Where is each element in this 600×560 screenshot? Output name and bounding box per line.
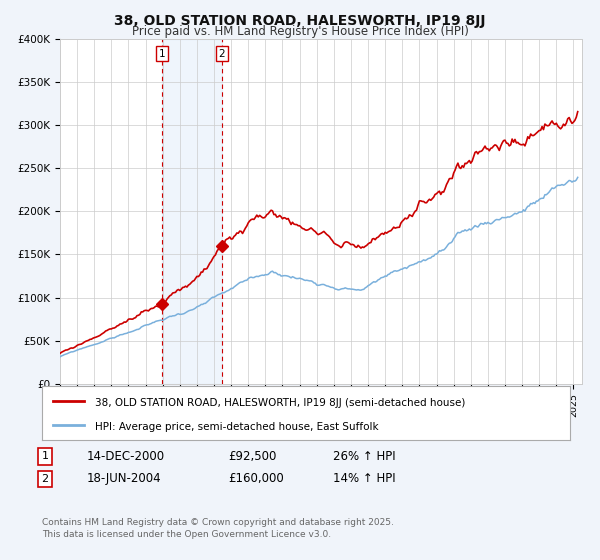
Text: 38, OLD STATION ROAD, HALESWORTH, IP19 8JJ: 38, OLD STATION ROAD, HALESWORTH, IP19 8…: [114, 14, 486, 28]
Text: Price paid vs. HM Land Registry's House Price Index (HPI): Price paid vs. HM Land Registry's House …: [131, 25, 469, 38]
Text: 26% ↑ HPI: 26% ↑ HPI: [333, 450, 395, 463]
Text: £160,000: £160,000: [228, 472, 284, 486]
Text: 2: 2: [218, 49, 225, 59]
Text: 1: 1: [158, 49, 166, 59]
Text: 14% ↑ HPI: 14% ↑ HPI: [333, 472, 395, 486]
Text: 18-JUN-2004: 18-JUN-2004: [87, 472, 161, 486]
Text: HPI: Average price, semi-detached house, East Suffolk: HPI: Average price, semi-detached house,…: [95, 422, 379, 432]
Text: 38, OLD STATION ROAD, HALESWORTH, IP19 8JJ (semi-detached house): 38, OLD STATION ROAD, HALESWORTH, IP19 8…: [95, 398, 465, 408]
Text: £92,500: £92,500: [228, 450, 277, 463]
Text: 1: 1: [41, 451, 49, 461]
Text: 2: 2: [41, 474, 49, 484]
Bar: [162, 39, 222, 384]
Text: Contains HM Land Registry data © Crown copyright and database right 2025.
This d: Contains HM Land Registry data © Crown c…: [42, 518, 394, 539]
Text: 14-DEC-2000: 14-DEC-2000: [87, 450, 165, 463]
